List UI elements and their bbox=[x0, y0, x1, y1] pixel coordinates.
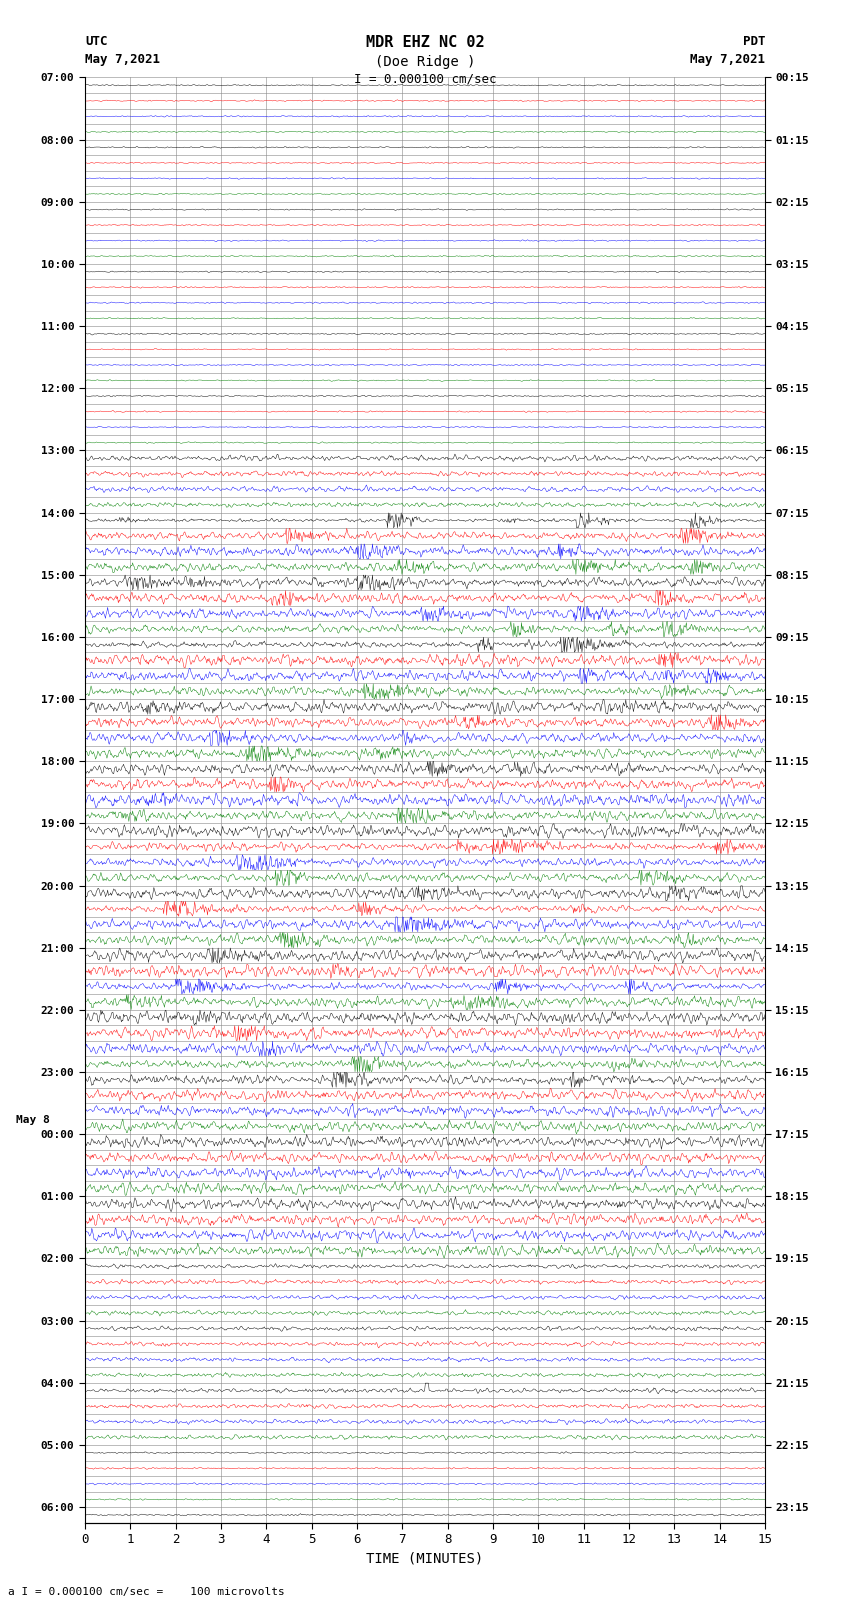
X-axis label: TIME (MINUTES): TIME (MINUTES) bbox=[366, 1552, 484, 1566]
Text: a I = 0.000100 cm/sec =    100 microvolts: a I = 0.000100 cm/sec = 100 microvolts bbox=[8, 1587, 286, 1597]
Text: May 8: May 8 bbox=[15, 1115, 49, 1124]
Text: PDT: PDT bbox=[743, 35, 765, 48]
Text: I = 0.000100 cm/sec: I = 0.000100 cm/sec bbox=[354, 73, 496, 85]
Text: MDR EHZ NC 02: MDR EHZ NC 02 bbox=[366, 35, 484, 50]
Text: UTC: UTC bbox=[85, 35, 107, 48]
Text: May 7,2021: May 7,2021 bbox=[690, 53, 765, 66]
Text: (Doe Ridge ): (Doe Ridge ) bbox=[375, 55, 475, 69]
Text: May 7,2021: May 7,2021 bbox=[85, 53, 160, 66]
